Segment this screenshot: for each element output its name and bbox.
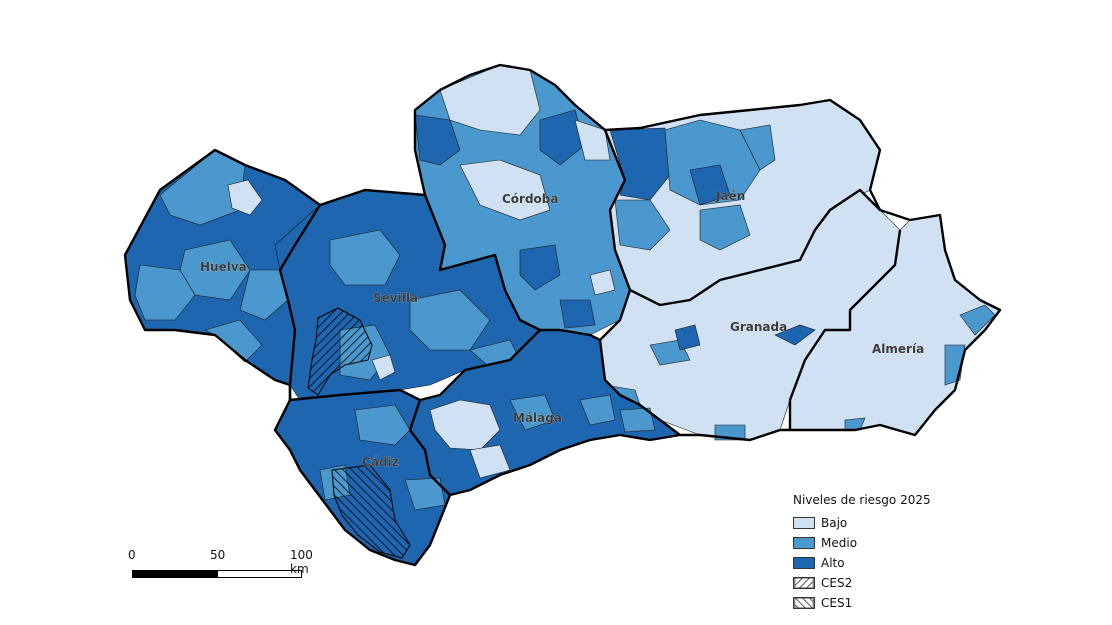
map-legend: Niveles de riesgo 2025 Bajo Medio Alto C…: [793, 493, 993, 613]
legend-label: Alto: [821, 556, 845, 570]
municipality: [674, 324, 701, 351]
province-label-huelva: Huelva: [200, 260, 247, 274]
scale-bar-segment: [133, 571, 218, 577]
province-label-jaen: Jaén: [715, 189, 745, 203]
province-label-granada: Granada: [730, 320, 787, 334]
province-label-almeria: Almería: [872, 342, 924, 356]
province-label-sevilla: Sevilla: [373, 291, 418, 305]
legend-item-medio: Medio: [793, 533, 993, 553]
municipality: [227, 179, 263, 216]
legend-label: CES2: [821, 576, 853, 590]
legend-swatch-medio: [793, 537, 815, 549]
scale-label-50: 50: [210, 548, 226, 562]
municipality: [239, 269, 289, 321]
scale-label-100: 100 km: [290, 548, 313, 576]
municipality: [579, 394, 616, 426]
legend-item-bajo: Bajo: [793, 513, 993, 533]
municipality: [559, 299, 596, 329]
legend-swatch-alto: [793, 557, 815, 569]
municipality: [774, 324, 816, 346]
province-huelva: Huelva: [124, 149, 321, 386]
municipality: [354, 404, 411, 446]
ces2-area: [307, 307, 373, 396]
legend-label: CES1: [821, 596, 853, 610]
municipality: [574, 119, 611, 161]
legend-label: Medio: [821, 536, 858, 550]
legend-title: Niveles de riesgo 2025: [793, 493, 931, 507]
legend-swatch-ces2: [793, 577, 815, 589]
scale-bar-graphic: [132, 570, 302, 578]
ces1-area: [331, 464, 411, 559]
scale-bar: 0 50 100 km: [128, 548, 318, 588]
municipality: [589, 269, 616, 296]
municipality: [469, 444, 511, 479]
municipality: [414, 114, 461, 166]
municipality: [519, 244, 561, 291]
province-label-malaga: Málaga: [513, 411, 562, 425]
municipality: [619, 407, 656, 433]
municipality: [539, 109, 586, 166]
legend-label: Bajo: [821, 516, 848, 530]
municipality: [739, 124, 776, 171]
municipality: [509, 394, 556, 431]
municipality: [134, 264, 196, 321]
municipality: [944, 344, 966, 386]
legend-swatch-bajo: [793, 517, 815, 529]
municipality: [689, 164, 731, 206]
municipality: [329, 229, 401, 286]
municipality: [699, 204, 751, 251]
province-almeria: Almería: [789, 214, 1001, 436]
province-borders: [123, 63, 1002, 567]
legend-item-ces2: CES2: [793, 573, 993, 593]
municipality: [459, 159, 551, 221]
province-label-cadiz: Cádiz: [362, 455, 399, 469]
municipality: [614, 199, 671, 251]
municipality: [429, 399, 501, 451]
province-label-cordoba: Córdoba: [502, 192, 559, 206]
municipality: [371, 354, 396, 381]
scale-label-0: 0: [128, 548, 136, 562]
legend-swatch-ces1: [793, 597, 815, 609]
province-cordoba: Córdoba: [414, 64, 631, 336]
legend-item-alto: Alto: [793, 553, 993, 573]
municipality: [664, 119, 761, 206]
legend-item-ces1: CES1: [793, 593, 993, 613]
